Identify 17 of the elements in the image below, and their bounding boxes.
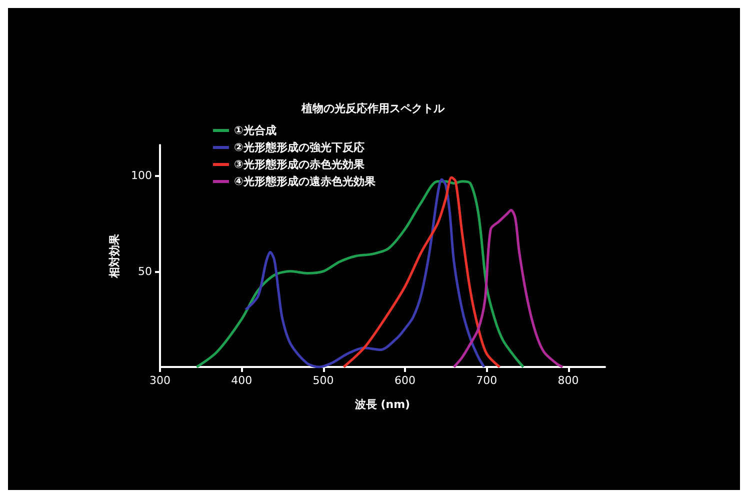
line-series [342, 176, 501, 368]
legend-label: ④光形態形成の遠赤色光効果 [234, 175, 376, 188]
legend-label: ③光形態形成の赤色光効果 [234, 158, 366, 171]
x-tick-label: 700 [476, 374, 498, 387]
chart-title: 植物の光反応作用スペクトル [300, 102, 446, 115]
x-axis-title: 波長 (nm) [354, 398, 410, 411]
y-tick-label: 100 [131, 169, 152, 182]
legend-label: ②光形態形成の強光下反応 [234, 141, 366, 154]
x-tick-label: 500 [312, 374, 334, 387]
line-series [452, 208, 564, 368]
x-tick-label: 400 [231, 374, 252, 387]
legend-label: ①光合成 [234, 124, 276, 137]
x-tick-label: 300 [150, 374, 170, 387]
y-tick-label: 50 [138, 264, 152, 278]
x-tick-label: 600 [394, 374, 416, 387]
y-axis-title: 相対効果 [108, 233, 122, 279]
x-tick-label: 800 [558, 374, 579, 387]
